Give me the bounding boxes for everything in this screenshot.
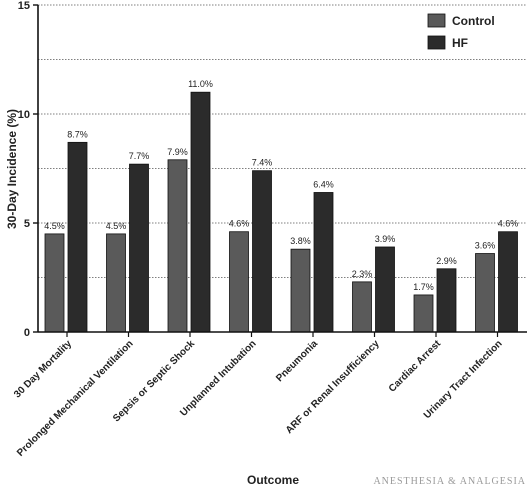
x-axis-title: Outcome bbox=[247, 473, 299, 487]
bar-hf-0 bbox=[67, 141, 88, 333]
data-label-hf-2: 11.0% bbox=[188, 79, 213, 89]
legend-label-hf: HF bbox=[452, 36, 468, 50]
bar-control-4 bbox=[290, 248, 311, 333]
bar-hf-3 bbox=[252, 170, 272, 333]
data-label-hf-7: 4.6% bbox=[498, 219, 519, 229]
axes: 0 5 10 15 bbox=[18, 0, 527, 339]
x-tick-label: Prolonged Mechanical Ventilation bbox=[15, 338, 136, 459]
data-label-hf-1: 7.7% bbox=[129, 151, 150, 161]
data-label-control-3: 4.6% bbox=[229, 219, 250, 229]
bar-control-6 bbox=[413, 294, 434, 333]
bar-control-1 bbox=[106, 233, 126, 333]
bar-control-0 bbox=[44, 233, 65, 333]
legend: Control HF bbox=[427, 13, 495, 50]
data-label-control-5: 2.3% bbox=[352, 269, 373, 279]
bar-hf-2 bbox=[190, 91, 211, 333]
bar-hf-4 bbox=[313, 192, 334, 333]
data-label-hf-6: 2.9% bbox=[436, 256, 457, 266]
y-axis-title: 30-Day Incidence (%) bbox=[5, 109, 19, 229]
bar-hf-7 bbox=[498, 231, 518, 333]
data-label-hf-3: 7.4% bbox=[252, 158, 273, 168]
data-label-control-7: 3.6% bbox=[475, 241, 496, 251]
x-tick-label: Pneumonia bbox=[274, 338, 320, 384]
data-label-hf-4: 6.4% bbox=[313, 179, 334, 189]
data-label-control-0: 4.5% bbox=[44, 221, 65, 231]
gridlines bbox=[38, 4, 527, 278]
data-labels: 4.5% 4.5% 7.9% 4.6% 3.8% 2.3% 1.7% 3.6% 8.7% 7.7%… bbox=[44, 79, 518, 292]
y-tick-label: 10 bbox=[18, 109, 30, 121]
bar-hf-1 bbox=[129, 163, 149, 333]
data-label-control-1: 4.5% bbox=[106, 221, 127, 231]
bar-control-2 bbox=[167, 159, 188, 333]
y-tick-label: 5 bbox=[24, 218, 30, 230]
x-tick-label: Cardiac Arrest bbox=[387, 338, 444, 395]
bar-hf-6 bbox=[436, 268, 457, 333]
bar-control-3 bbox=[229, 231, 249, 333]
bar-hf-5 bbox=[375, 246, 395, 333]
data-label-control-2: 7.9% bbox=[167, 147, 188, 157]
legend-swatch-hf bbox=[427, 35, 446, 50]
y-tick-label: 0 bbox=[24, 327, 30, 339]
bars bbox=[44, 91, 518, 333]
journal-watermark: ANESTHESIA & ANALGESIA bbox=[373, 476, 526, 487]
data-label-hf-0: 8.7% bbox=[67, 129, 88, 139]
data-label-control-6: 1.7% bbox=[413, 282, 434, 292]
bar-control-7 bbox=[475, 253, 495, 333]
legend-label-control: Control bbox=[452, 14, 495, 28]
x-tick-label: 30 Day Mortality bbox=[12, 338, 74, 400]
bar-control-5 bbox=[352, 281, 372, 333]
data-label-control-4: 3.8% bbox=[290, 236, 311, 246]
data-label-hf-5: 3.9% bbox=[375, 234, 396, 244]
y-tick-label: 15 bbox=[18, 0, 30, 12]
legend-swatch-control bbox=[427, 13, 446, 28]
